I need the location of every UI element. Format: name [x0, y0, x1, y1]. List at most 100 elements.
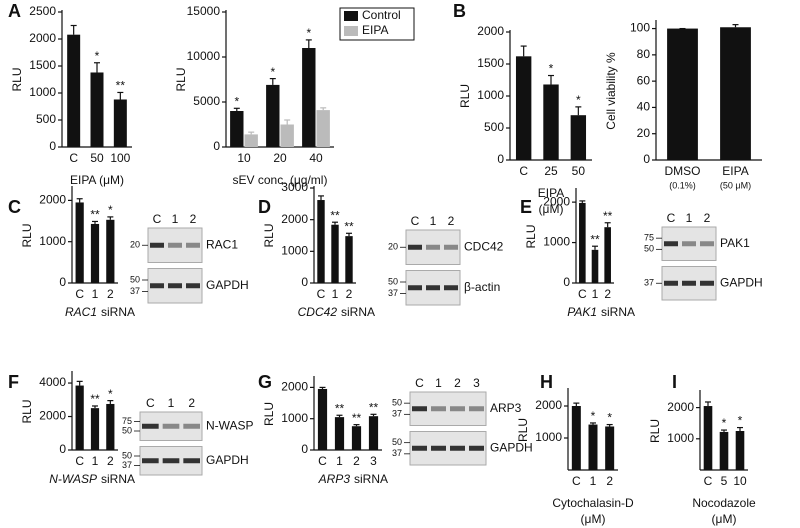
x-axis-label: EIPA (μM)	[70, 173, 124, 187]
x-tick-label: 20	[273, 151, 287, 165]
protein-label: β-actin	[464, 280, 500, 294]
significance: *	[270, 65, 275, 79]
x-tick-label: 2	[107, 287, 114, 301]
y-tick-label: 500	[36, 112, 56, 126]
y-tick-label: 0	[59, 442, 66, 456]
blot-band	[450, 445, 465, 451]
panel-letter: A	[8, 1, 21, 21]
significance: **	[90, 208, 100, 222]
lane-label: 2	[448, 214, 455, 228]
bar	[75, 202, 84, 283]
mw-marker: 50	[644, 244, 654, 254]
bar	[266, 84, 280, 147]
y-tick-label: 100	[630, 21, 650, 35]
protein-label: GAPDH	[720, 275, 763, 289]
y-tick-label: 10000	[187, 49, 221, 63]
y-tick-label: 1500	[29, 58, 56, 72]
blot-band	[469, 445, 484, 451]
protein-label: CDC42	[464, 239, 504, 253]
y-axis-label: RLU	[262, 223, 276, 247]
x-tick-label: 5	[721, 474, 728, 488]
bar	[735, 431, 745, 470]
blot-band	[700, 241, 714, 247]
y-axis-label: RLU	[524, 224, 538, 248]
lane-label: 1	[168, 396, 175, 410]
blot-band	[664, 241, 678, 247]
mw-marker: 50	[388, 276, 398, 286]
mw-marker: 20	[130, 240, 140, 250]
blot-band	[150, 242, 164, 248]
x-tick-label: 3	[370, 454, 377, 468]
significance: **	[369, 400, 379, 414]
mw-marker: 50	[392, 437, 402, 447]
y-tick-label: 20	[637, 126, 651, 140]
significance: *	[722, 416, 727, 430]
blot-band	[408, 285, 422, 291]
mw-marker: 37	[388, 288, 398, 298]
lane-label: 1	[435, 376, 442, 390]
blot-band	[168, 242, 182, 248]
x-tick-label: 1	[92, 287, 99, 301]
bar	[67, 34, 81, 147]
lane-label: 3	[473, 376, 480, 390]
bar	[280, 124, 294, 147]
x-axis-label: Nocodazole	[692, 496, 756, 510]
significance: **	[116, 79, 126, 93]
bar	[230, 111, 244, 147]
significance: *	[306, 26, 311, 40]
mw-marker: 50	[392, 398, 402, 408]
protein-label: RAC1	[206, 237, 238, 251]
x-tick-label: C	[704, 474, 713, 488]
y-tick-label: 1500	[477, 56, 504, 70]
blot-band	[150, 283, 164, 289]
blot-band	[444, 244, 458, 250]
y-tick-label: 1000	[29, 85, 56, 99]
x-tick-label: 1	[92, 454, 99, 468]
x-axis-label: (μM)	[539, 202, 564, 216]
y-tick-label: 15000	[187, 4, 221, 18]
significance: *	[234, 94, 239, 108]
blot-band	[444, 285, 458, 291]
y-axis-label: RLU	[174, 67, 188, 91]
legend-label: Control	[362, 8, 401, 22]
bar	[591, 249, 599, 283]
y-axis-label: Cell viability %	[604, 52, 618, 130]
gene-label: RAC1	[65, 305, 97, 319]
bar	[703, 406, 713, 470]
significance: **	[344, 219, 354, 233]
x-axis-label: siRNA	[101, 305, 135, 319]
y-tick-label: 40	[637, 100, 651, 114]
lane-label: 2	[704, 211, 711, 225]
y-tick-label: 60	[637, 73, 651, 87]
mw-marker: 37	[644, 278, 654, 288]
panel-letter: H	[540, 372, 553, 392]
significance: *	[591, 409, 596, 423]
bar	[113, 99, 127, 147]
blot-band	[431, 406, 446, 412]
blot-band	[469, 406, 484, 412]
bar	[316, 110, 330, 147]
protein-label: GAPDH	[206, 453, 249, 467]
blot-band	[682, 241, 696, 247]
blot-band	[168, 283, 182, 289]
significance: **	[90, 392, 100, 406]
legend-swatch	[344, 11, 358, 21]
x-axis-label: (μM)	[712, 512, 737, 526]
x-tick-label: 40	[309, 151, 323, 165]
x-axis-label: siRNA	[354, 472, 388, 486]
mw-marker: 75	[122, 416, 132, 426]
panel-letter: D	[258, 197, 271, 217]
bar	[90, 72, 104, 147]
mw-marker: 50	[122, 425, 132, 435]
y-tick-label: 3000	[281, 180, 308, 194]
significance: *	[549, 62, 554, 76]
bar	[571, 406, 581, 470]
blot-band	[162, 458, 180, 464]
significance: *	[95, 49, 100, 63]
lane-label: 1	[686, 211, 693, 225]
x-tick-sublabel: (0.1%)	[669, 180, 696, 190]
blot-band	[450, 406, 465, 412]
significance: **	[330, 208, 340, 222]
panel-letter: E	[520, 197, 532, 217]
x-axis-label: Cytochalasin-D	[552, 496, 634, 510]
